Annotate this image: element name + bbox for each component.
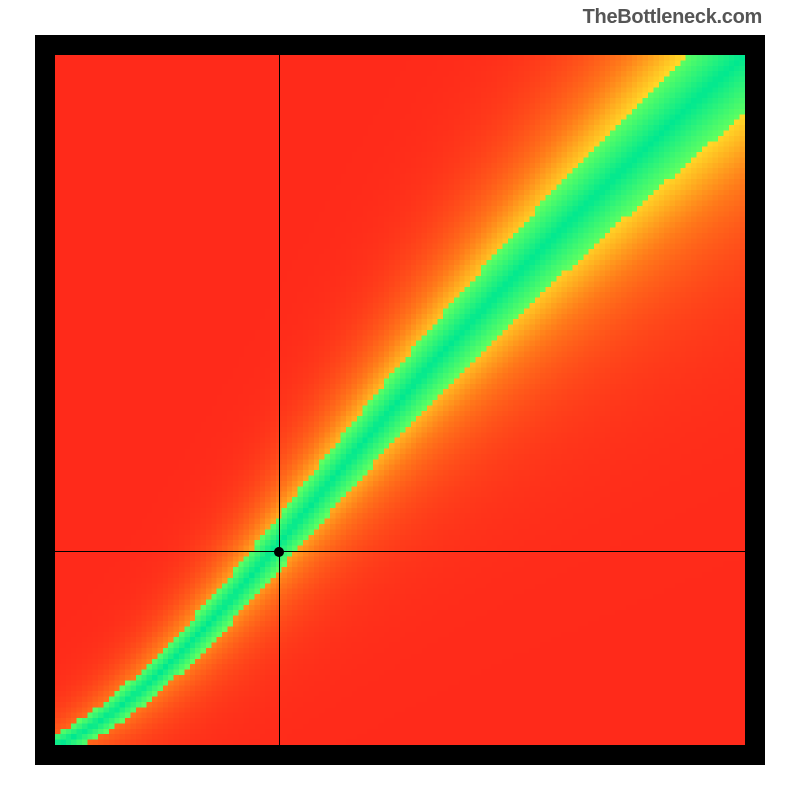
crosshair-horizontal	[55, 551, 745, 552]
crosshair-vertical	[279, 55, 280, 745]
container: TheBottleneck.com	[0, 0, 800, 800]
heatmap-canvas	[55, 55, 745, 745]
plot-frame	[35, 35, 765, 765]
attribution-label: TheBottleneck.com	[583, 6, 762, 29]
crosshair-marker	[273, 546, 285, 558]
